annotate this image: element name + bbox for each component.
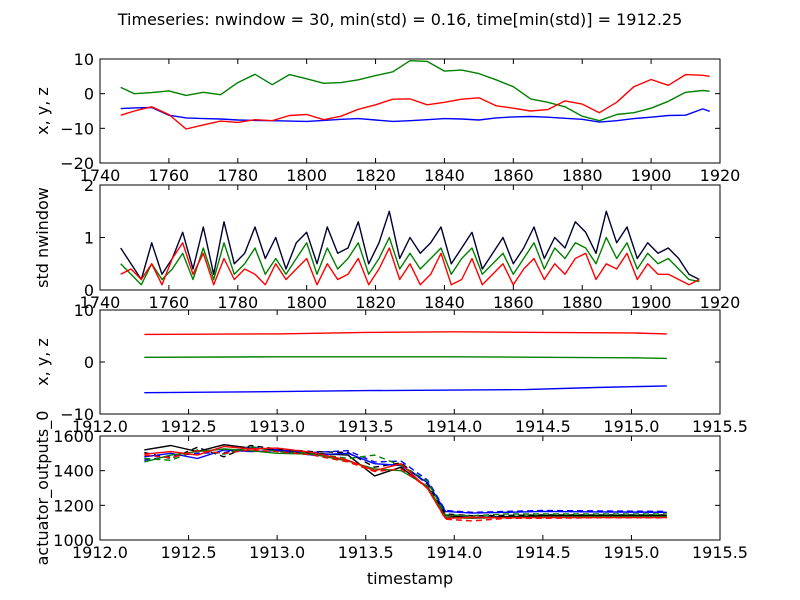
x-tick-label: 1880 — [562, 293, 603, 312]
x-tick-label: 1900 — [631, 166, 672, 185]
x-tick-label: 1914.5 — [515, 417, 571, 436]
x-tick-label: 1760 — [149, 166, 190, 185]
series-line-1 — [120, 106, 710, 123]
y-tick-label: 1200 — [53, 496, 94, 515]
x-tick-label: 1913.5 — [338, 543, 394, 562]
subplot-3-series — [144, 331, 667, 394]
series-line-3 — [120, 73, 710, 130]
x-tick-label: 1900 — [631, 293, 672, 312]
x-tick-label: 1913.0 — [249, 543, 305, 562]
x-tick-label: 1780 — [217, 293, 258, 312]
series-line-8 — [144, 449, 667, 522]
y-tick-label: −20 — [60, 154, 94, 173]
series-line-2 — [144, 444, 667, 517]
x-tick-label: 1913.5 — [338, 417, 394, 436]
y-tick-label: 10 — [74, 301, 94, 320]
y-axis-label: x, y, z — [33, 338, 52, 386]
subplot-1-series — [120, 60, 710, 130]
series-line-3 — [144, 385, 667, 394]
x-tick-label: 1760 — [149, 293, 190, 312]
x-tick-label: 1800 — [286, 293, 327, 312]
x-tick-label: 1800 — [286, 166, 327, 185]
subplot-2: 1740 1760 1780 1800 1820 1840 1860 1880 1900 1920… — [33, 176, 740, 312]
y-tick-label: 1600 — [53, 427, 94, 446]
subplot-1: 1740 1760 1780 1800 1820 1840 1860 1880 1900 1920… — [33, 50, 740, 185]
x-tick-label: 1780 — [217, 166, 258, 185]
y-tick-label: 10 — [74, 50, 94, 69]
x-tick-label: 1912.5 — [161, 417, 217, 436]
subplot-2-series — [120, 210, 700, 286]
x-tick-label: 1915.0 — [603, 417, 659, 436]
series-line-2 — [120, 60, 710, 122]
y-tick-label: 2 — [84, 176, 94, 195]
x-tick-label: 1840 — [424, 166, 465, 185]
series-line-3 — [120, 242, 700, 286]
x-tick-label: 1914.5 — [515, 543, 571, 562]
figure-suptitle: Timeseries: nwindow = 30, min(std) = 0.1… — [117, 10, 683, 29]
x-axis-label: timestamp — [367, 569, 453, 588]
x-tick-label: 1914.0 — [426, 543, 482, 562]
x-tick-label: 1740 — [80, 166, 121, 185]
subplot-1-frame — [99, 58, 721, 164]
series-line-1 — [120, 210, 700, 281]
series-line-1 — [144, 444, 667, 519]
x-tick-label: 1820 — [355, 166, 396, 185]
y-tick-label: 0 — [84, 85, 94, 104]
x-tick-label: 1915.0 — [603, 543, 659, 562]
y-axis-label: actuator_outputs_0 — [33, 411, 53, 566]
y-tick-label: −10 — [60, 405, 94, 424]
x-tick-label: 1880 — [562, 166, 603, 185]
x-tick-label: 1915.5 — [692, 417, 748, 436]
x-tick-label: 1914.0 — [426, 417, 482, 436]
x-tick-label: 1740 — [80, 293, 121, 312]
y-tick-label: 1400 — [53, 462, 94, 481]
subplot-4-series — [144, 444, 667, 522]
x-tick-label: 1915.5 — [692, 543, 748, 562]
y-tick-label: −10 — [60, 119, 94, 138]
x-tick-label: 1920 — [700, 293, 741, 312]
subplot-4-frame — [99, 435, 721, 541]
x-tick-label: 1840 — [424, 293, 465, 312]
y-tick-label: 0 — [84, 281, 94, 300]
y-axis-label: std nwindow — [33, 187, 52, 288]
axes-group: 1740 1760 1780 1800 1820 1840 1860 1880 1900 1920… — [33, 50, 748, 588]
series-line-1 — [144, 331, 667, 336]
y-axis-label: x, y, z — [33, 87, 52, 135]
x-tick-label: 1912.0 — [72, 543, 128, 562]
x-tick-label: 1913.0 — [249, 417, 305, 436]
x-tick-label: 1860 — [493, 293, 534, 312]
y-tick-label: 1 — [84, 229, 94, 248]
y-tick-label: 0 — [84, 353, 94, 372]
x-tick-label: 1912.0 — [72, 417, 128, 436]
x-tick-label: 1860 — [493, 166, 534, 185]
subplot-3: 1912.0 1912.5 1913.0 1913.5 1914.0 1914.5 1915… — [33, 301, 748, 436]
series-line-2 — [120, 236, 700, 286]
x-tick-label: 1912.5 — [161, 543, 217, 562]
x-tick-label: 1820 — [355, 293, 396, 312]
y-tick-label: 1000 — [53, 531, 94, 550]
series-line-2 — [144, 356, 667, 360]
x-tick-label: 1920 — [700, 166, 741, 185]
subplot-4: 1912.0 1912.5 1913.0 1913.5 1914.0 1914.5 1915… — [33, 411, 748, 588]
